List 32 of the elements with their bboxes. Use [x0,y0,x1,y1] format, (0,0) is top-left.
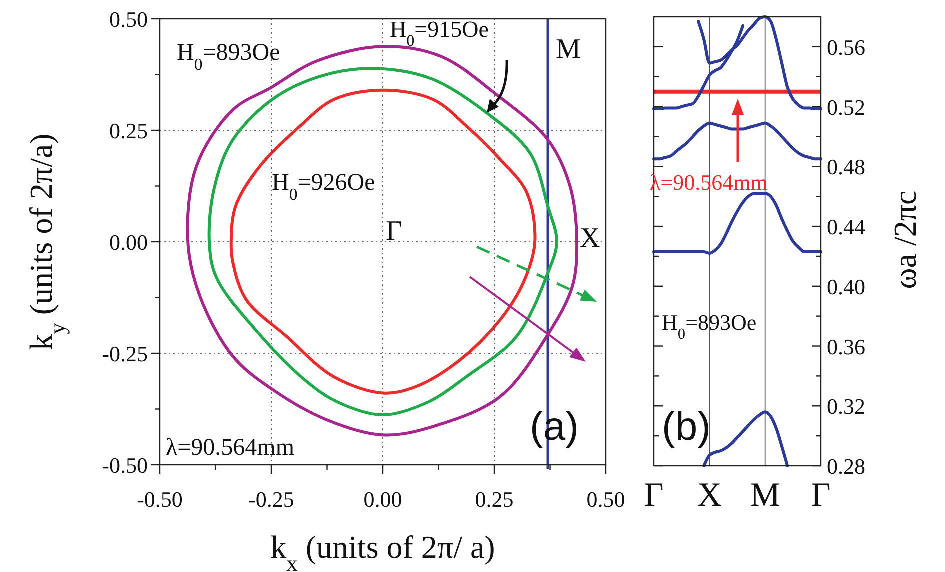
y2-tick-label: 0.32 [827,394,866,420]
annotation: M [556,34,581,65]
x-tick-label: -0.50 [137,487,183,512]
annotation: H$_{0}$=893Oe [177,40,280,74]
annotation: Γ [386,216,402,247]
y2-tick-label: 0.48 [827,154,866,180]
x-tick-label: Γ [644,477,664,514]
y-tick-label: 0.25 [110,118,148,144]
x-tick-label: -0.25 [248,487,294,512]
annotation: X [580,223,600,254]
annotation: λ=90.564mm [166,435,295,461]
y2-tick-label: 0.40 [827,274,866,300]
x-tick-label: Γ [811,477,831,514]
x-axis-title: k$_{x}$ (units of 2π/ a) [270,529,496,572]
x-tick-label: 0.50 [586,487,626,512]
annotation: H$_{0}$=926Oe [272,170,376,204]
y2-tick-label: 0.56 [827,34,866,60]
annotation: H$_{0}$=915Oe [390,17,489,50]
y2-tick-label: 0.44 [827,214,866,240]
y-tick-label: 0.50 [110,7,148,32]
y2-tick-label: 0.28 [827,454,866,479]
y2-tick-label: 0.52 [827,94,866,120]
x-tick-label: M [750,477,780,514]
y-tick-label: 0.00 [110,230,148,255]
y2-axis-title: ωa /2πc [887,190,923,290]
x-tick-label: 0.00 [364,487,402,512]
x-tick-label: 0.25 [475,487,514,512]
annotation: (b) [662,405,711,449]
y2-tick-label: 0.36 [827,334,866,360]
y-tick-label: -0.50 [102,453,148,478]
y-tick-label: -0.25 [102,342,148,366]
x-tick-label: X [697,477,722,514]
